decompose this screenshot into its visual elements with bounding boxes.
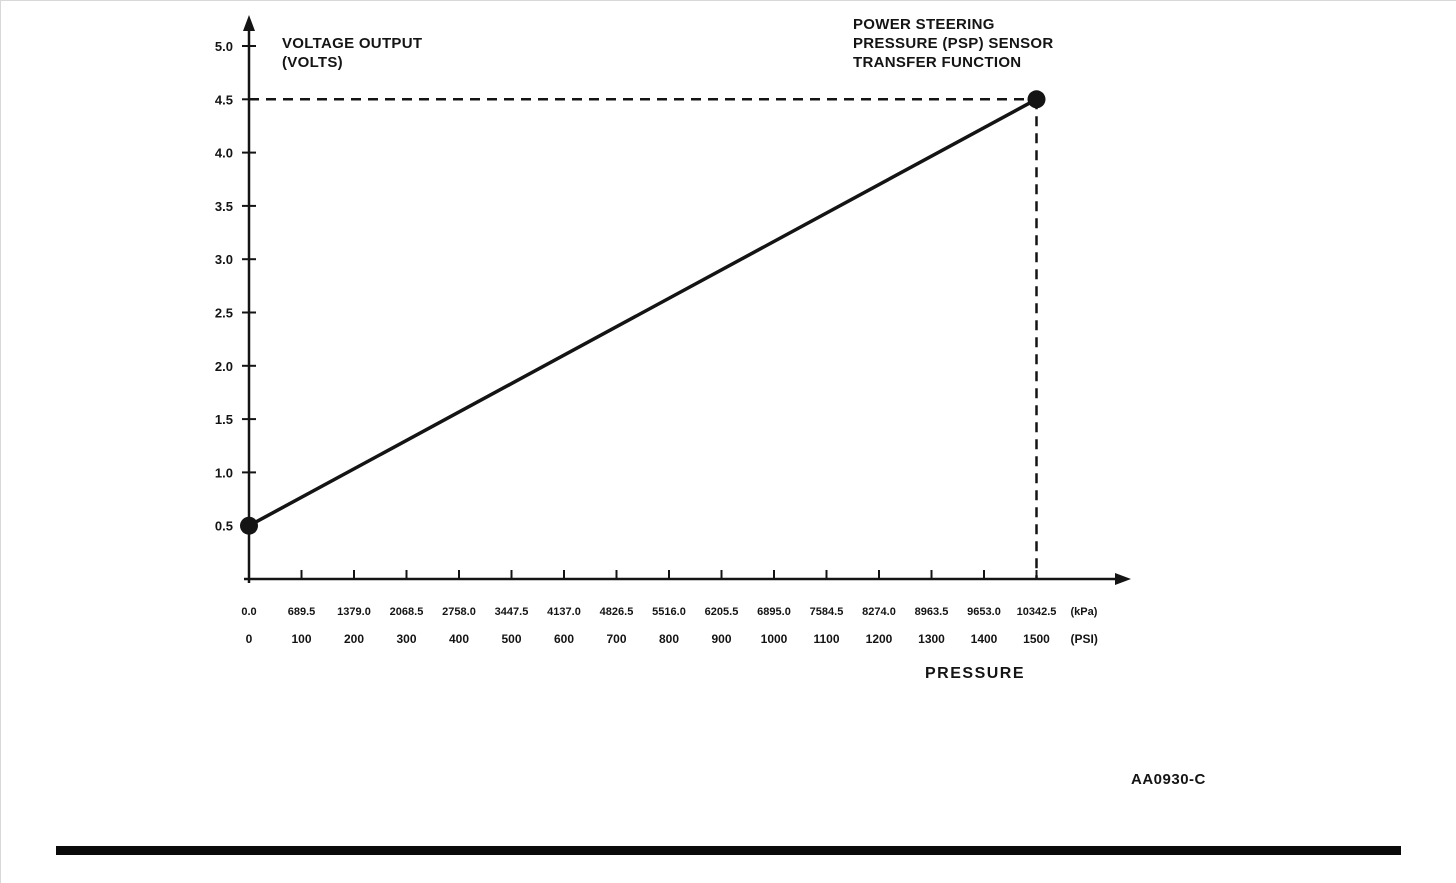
- x-tick-label-kpa: 4137.0: [547, 606, 581, 618]
- y-tick-label: 2.0: [215, 359, 233, 374]
- x-tick-label-psi: 100: [291, 632, 311, 646]
- x-tick-label-kpa: 8274.0: [862, 606, 896, 618]
- y-tick-label: 4.0: [215, 146, 233, 161]
- chart-title-line1: POWER STEERING: [853, 16, 995, 33]
- x-tick-label-psi: 1400: [971, 632, 998, 646]
- x-tick-label-psi: 600: [554, 632, 574, 646]
- y-tick-label: 3.0: [215, 252, 233, 267]
- x-tick-label-kpa: 10342.5: [1017, 606, 1057, 618]
- x-tick-label-psi: 500: [501, 632, 521, 646]
- data-point-marker: [1027, 90, 1046, 109]
- x-tick-label-psi: 900: [711, 632, 731, 646]
- reference-dashed-lines: [249, 98, 1038, 579]
- x-tick-label-kpa: 3447.5: [495, 606, 529, 618]
- x-tick-label-kpa: 6895.0: [757, 606, 791, 618]
- x-tick-label-kpa: 2068.5: [390, 606, 424, 618]
- x-tick-label-kpa: 1379.0: [337, 606, 371, 618]
- chart-title-line3: TRANSFER FUNCTION: [853, 54, 1022, 71]
- x-unit-kpa: (kPa): [1071, 606, 1098, 618]
- y-tick-label: 2.5: [215, 306, 233, 321]
- x-tick-label-kpa: 4826.5: [600, 606, 634, 618]
- y-tick-label: 1.0: [215, 465, 233, 480]
- data-point-marker: [240, 516, 258, 535]
- x-tick-label-psi: 800: [659, 632, 679, 646]
- x-axis-title: PRESSURE: [925, 665, 1026, 682]
- y-tick-label: 5.0: [215, 39, 233, 54]
- series-line: [240, 90, 1046, 535]
- x-tick-label-kpa: 7584.5: [810, 606, 844, 618]
- tick-labels: 0.5 1.0 1.5 2.0 2.5 3.0 3.5 4.0 4.5 5.0 0.0 0 689.5 1…: [215, 39, 1098, 646]
- x-tick-label-psi: 200: [344, 632, 364, 646]
- x-tick-label-psi: 700: [606, 632, 626, 646]
- x-tick-label-kpa: 6205.5: [705, 606, 739, 618]
- x-tick-label-psi: 1200: [866, 632, 893, 646]
- x-tick-label-psi: 400: [449, 632, 469, 646]
- x-tick-label-psi: 300: [396, 632, 416, 646]
- x-tick-label-psi: 0: [246, 632, 253, 646]
- x-tick-label-kpa: 2758.0: [442, 606, 476, 618]
- page-divider: [56, 846, 1401, 855]
- chart-title-line2: PRESSURE (PSP) SENSOR: [853, 35, 1054, 52]
- x-tick-label-psi: 1000: [761, 632, 788, 646]
- y-axis-title: VOLTAGE OUTPUT (VOLTS): [282, 34, 422, 72]
- figure-code: AA0930-C: [1131, 771, 1206, 788]
- x-tick-label-psi: 1100: [813, 632, 839, 646]
- x-tick-label-kpa: 8963.5: [915, 606, 949, 618]
- chart-title: POWER STEERING PRESSURE (PSP) SENSOR TRA…: [853, 15, 1054, 72]
- x-tick-label-kpa: 5516.0: [652, 606, 686, 618]
- y-tick-label: 0.5: [215, 519, 233, 534]
- y-tick-label: 3.5: [215, 199, 233, 214]
- y-tick-label: 4.5: [215, 92, 233, 107]
- x-unit-psi: (PSI): [1071, 632, 1098, 646]
- x-tick-label-kpa: 9653.0: [967, 606, 1001, 618]
- y-axis-title-line2: (VOLTS): [282, 54, 343, 71]
- y-tick-label: 1.5: [215, 412, 233, 427]
- x-tick-label-kpa: 0.0: [241, 606, 256, 618]
- x-tick-label-psi: 1500: [1023, 632, 1050, 646]
- x-tick-label-kpa: 689.5: [288, 606, 316, 618]
- y-axis-title-line1: VOLTAGE OUTPUT: [282, 35, 423, 52]
- x-tick-label-psi: 1300: [918, 632, 945, 646]
